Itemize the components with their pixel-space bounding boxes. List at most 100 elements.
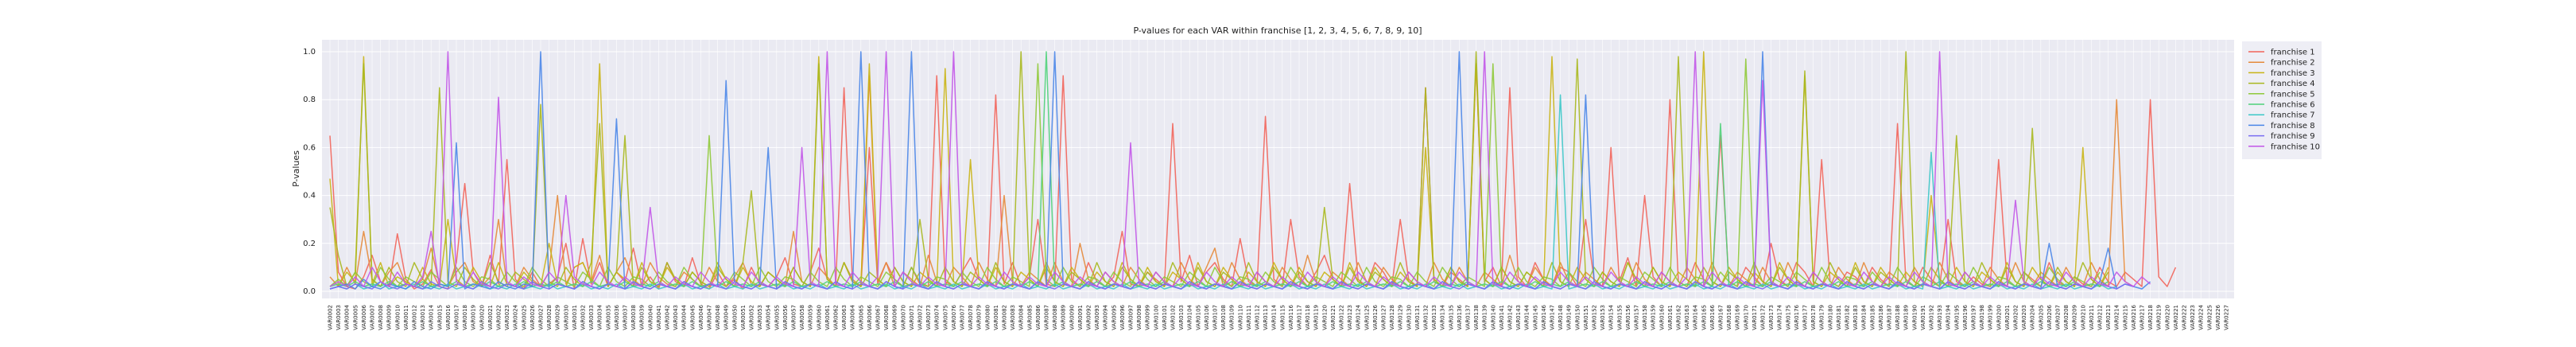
legend-label: franchise 3 bbox=[2271, 69, 2315, 78]
x-tick-label: VAR0105 bbox=[1195, 305, 1201, 330]
x-tick-label: VAR0195 bbox=[1953, 305, 1960, 330]
x-tick-label: VAR0041 bbox=[656, 305, 662, 330]
x-tick-label: VAR0079 bbox=[976, 305, 983, 330]
x-tick-label: VAR0187 bbox=[1887, 305, 1893, 330]
y-tick-label: 0.8 bbox=[303, 96, 316, 104]
x-axis-ticks: VAR0002 VAR0003 VAR0004 VAR0005 VAR0006 VAR00… bbox=[328, 304, 2230, 329]
x-tick-label: VAR0022 bbox=[496, 305, 502, 330]
x-tick-label: VAR0130 bbox=[1406, 305, 1412, 330]
x-tick-label: VAR0072 bbox=[918, 305, 924, 330]
x-tick-label: VAR0221 bbox=[2173, 305, 2179, 330]
x-tick-label: VAR0136 bbox=[1457, 304, 1463, 329]
x-tick-label: VAR0064 bbox=[850, 304, 856, 329]
x-tick-label: VAR0071 bbox=[909, 305, 915, 330]
legend-label: franchise 9 bbox=[2271, 132, 2315, 141]
x-tick-label: VAR0035 bbox=[605, 305, 611, 330]
x-tick-label: VAR0065 bbox=[858, 305, 864, 330]
x-tick-label: VAR0003 bbox=[336, 305, 342, 330]
x-tick-label: VAR0140 bbox=[1490, 305, 1496, 330]
x-tick-label: VAR0015 bbox=[436, 305, 443, 330]
x-tick-label: VAR0162 bbox=[1676, 305, 1682, 330]
x-tick-label: VAR0068 bbox=[883, 305, 890, 330]
x-tick-label: VAR0011 bbox=[403, 305, 409, 330]
x-tick-label: VAR0019 bbox=[471, 305, 477, 330]
x-tick-label: VAR0145 bbox=[1532, 305, 1538, 330]
x-tick-label: VAR0095 bbox=[1111, 305, 1117, 330]
x-tick-label: VAR0026 bbox=[530, 304, 536, 329]
x-tick-label: VAR0050 bbox=[731, 305, 738, 330]
y-tick-label: 0.0 bbox=[303, 287, 316, 296]
x-tick-label: VAR0191 bbox=[1920, 305, 1926, 330]
x-tick-label: VAR0098 bbox=[1136, 305, 1143, 330]
x-tick-label: VAR0225 bbox=[2206, 305, 2213, 330]
x-tick-label: VAR0039 bbox=[639, 305, 646, 330]
x-tick-label: VAR0152 bbox=[1592, 305, 1598, 330]
x-tick-label: VAR0030 bbox=[563, 305, 569, 330]
x-tick-label: VAR0192 bbox=[1929, 305, 1935, 330]
grid-lines bbox=[322, 40, 2234, 298]
x-tick-label: VAR0168 bbox=[1726, 305, 1732, 330]
x-tick-label: VAR0036 bbox=[614, 304, 620, 329]
chart-title: P-values for each VAR within franchise [… bbox=[1133, 25, 1422, 36]
x-tick-label: VAR0016 bbox=[445, 304, 452, 329]
x-tick-label: VAR0173 bbox=[1768, 305, 1775, 330]
x-tick-label: VAR0193 bbox=[1937, 305, 1943, 330]
x-tick-label: VAR0210 bbox=[2080, 305, 2086, 330]
x-tick-label: VAR0214 bbox=[2114, 304, 2120, 329]
x-tick-label: VAR0159 bbox=[1651, 305, 1657, 330]
x-tick-label: VAR0205 bbox=[2038, 305, 2044, 330]
x-tick-label: VAR0166 bbox=[1709, 304, 1716, 329]
x-tick-label: VAR0006 bbox=[361, 304, 367, 329]
x-tick-label: VAR0124 bbox=[1356, 304, 1362, 329]
x-tick-label: VAR0123 bbox=[1347, 305, 1353, 330]
x-tick-label: VAR0200 bbox=[1996, 305, 2002, 330]
x-tick-label: VAR0009 bbox=[386, 305, 393, 330]
x-tick-label: VAR0184 bbox=[1861, 304, 1868, 329]
x-tick-label: VAR0084 bbox=[1018, 304, 1025, 329]
x-tick-label: VAR0021 bbox=[487, 305, 494, 330]
x-tick-label: VAR0188 bbox=[1895, 305, 1901, 330]
x-tick-label: VAR0146 bbox=[1541, 304, 1547, 329]
x-tick-label: VAR0216 bbox=[2131, 304, 2137, 329]
x-tick-label: VAR0056 bbox=[782, 304, 789, 329]
x-tick-label: VAR0097 bbox=[1128, 305, 1135, 330]
x-tick-label: VAR0073 bbox=[925, 305, 932, 330]
x-tick-label: VAR0115 bbox=[1279, 305, 1286, 330]
x-tick-label: VAR0141 bbox=[1499, 305, 1505, 330]
x-tick-label: VAR0158 bbox=[1642, 305, 1648, 330]
x-tick-label: VAR0176 bbox=[1794, 304, 1800, 329]
x-tick-label: VAR0045 bbox=[689, 305, 696, 330]
x-tick-label: VAR0046 bbox=[698, 304, 704, 329]
x-tick-label: VAR0110 bbox=[1237, 305, 1243, 330]
x-tick-label: VAR0087 bbox=[1044, 305, 1050, 330]
x-tick-label: VAR0217 bbox=[2140, 305, 2146, 330]
x-tick-label: VAR0063 bbox=[841, 305, 848, 330]
x-tick-label: VAR0226 bbox=[2215, 304, 2221, 329]
x-tick-label: VAR0183 bbox=[1852, 305, 1859, 330]
x-tick-label: VAR0104 bbox=[1187, 304, 1193, 329]
x-tick-label: VAR0215 bbox=[2122, 305, 2128, 330]
x-tick-label: VAR0144 bbox=[1524, 304, 1530, 329]
x-tick-label: VAR0127 bbox=[1381, 305, 1387, 330]
x-tick-label: VAR0143 bbox=[1515, 305, 1522, 330]
x-tick-label: VAR0005 bbox=[352, 305, 359, 330]
x-tick-label: VAR0113 bbox=[1263, 305, 1269, 330]
x-tick-label: VAR0012 bbox=[412, 305, 418, 330]
x-tick-label: VAR0076 bbox=[951, 304, 957, 329]
x-tick-label: VAR0091 bbox=[1077, 305, 1084, 330]
legend-label: franchise 10 bbox=[2271, 142, 2320, 151]
x-tick-label: VAR0222 bbox=[2182, 305, 2188, 330]
x-tick-label: VAR0135 bbox=[1448, 305, 1454, 330]
x-tick-label: VAR0040 bbox=[647, 305, 654, 330]
x-tick-label: VAR0032 bbox=[580, 305, 587, 330]
x-tick-label: VAR0090 bbox=[1069, 305, 1075, 330]
x-tick-label: VAR0055 bbox=[774, 305, 780, 330]
x-tick-label: VAR0083 bbox=[1010, 305, 1016, 330]
series-line-franchise-4 bbox=[329, 51, 2109, 287]
legend-box bbox=[2242, 41, 2322, 159]
x-tick-label: VAR0074 bbox=[934, 304, 941, 329]
x-tick-label: VAR0085 bbox=[1026, 305, 1033, 330]
x-tick-label: VAR0204 bbox=[2030, 304, 2036, 329]
x-tick-label: VAR0165 bbox=[1701, 305, 1707, 330]
